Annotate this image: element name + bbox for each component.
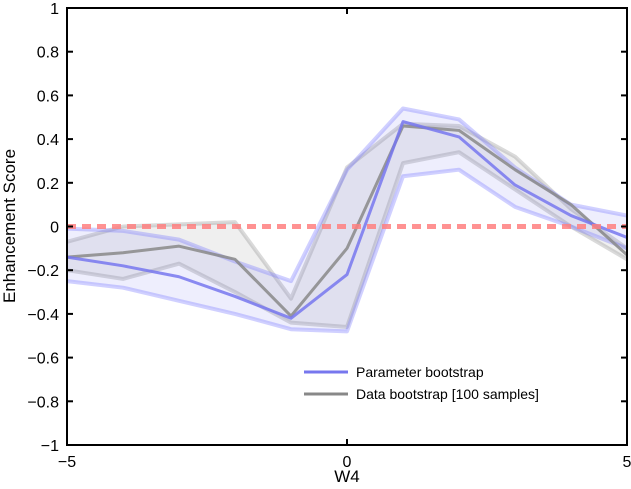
- y-tick-label: 0.2: [37, 176, 59, 193]
- y-tick-label: 0: [50, 220, 59, 237]
- y-tick-label: −1: [41, 438, 59, 455]
- y-tick-label: −0.8: [27, 394, 59, 411]
- y-tick-label: 0.6: [37, 88, 59, 105]
- data-bootstrap-lower-bound: [66, 150, 629, 330]
- parameter-bootstrap-lower-bound: [66, 167, 628, 334]
- y-tick-label: 0.4: [37, 132, 59, 149]
- y-tick-label: 0.8: [37, 45, 59, 62]
- x-tick-label: −5: [58, 454, 76, 471]
- x-axis-label: W4: [334, 467, 360, 486]
- legend-label-parameter-bootstrap: Parameter bootstrap: [356, 364, 484, 380]
- parameter-bootstrap-band: [67, 108, 627, 332]
- x-tick-label: 5: [623, 454, 631, 471]
- y-tick-label: −0.4: [27, 307, 59, 324]
- x-tick-label: 0: [343, 454, 352, 471]
- y-axis-label: Enhancement Score: [0, 149, 19, 303]
- y-tick-label: 1: [50, 1, 59, 18]
- y-tick-label: −0.2: [27, 263, 59, 280]
- data-bootstrap-band: [67, 123, 627, 328]
- legend-label-data-bootstrap: Data bootstrap [100 samples]: [356, 386, 539, 402]
- y-tick-label: −0.6: [27, 351, 59, 368]
- legend: Parameter bootstrap Data bootstrap [100 s…: [304, 364, 539, 402]
